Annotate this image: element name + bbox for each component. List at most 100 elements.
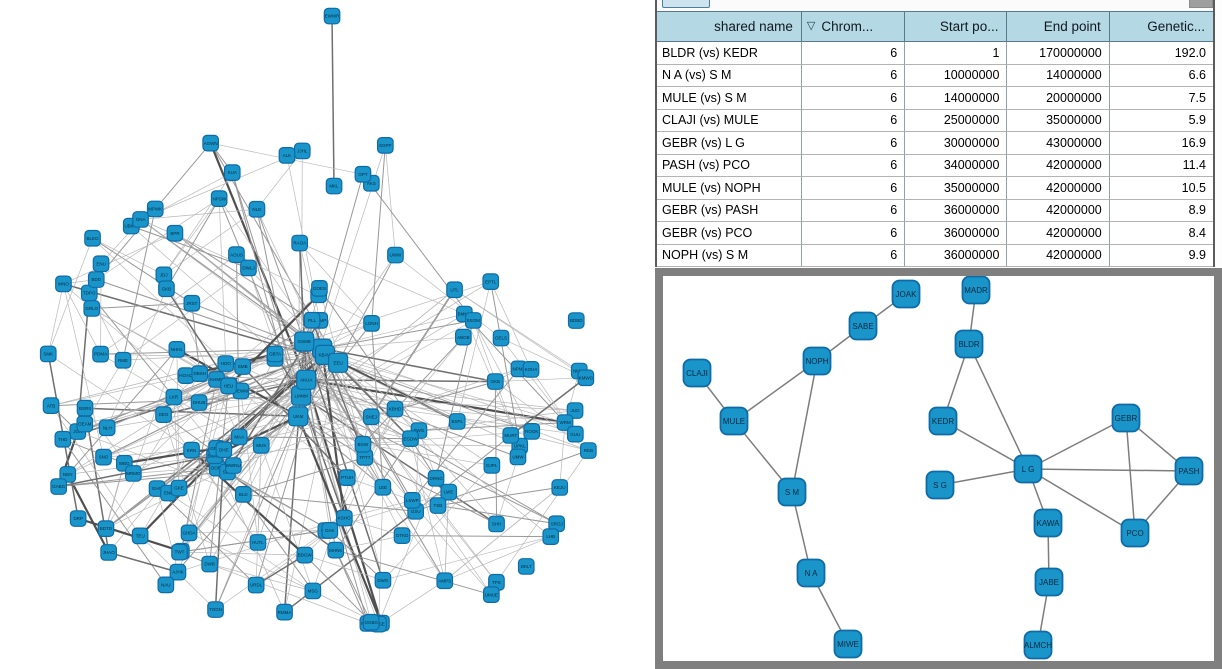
table-cell[interactable]: 6.6 — [1109, 64, 1213, 87]
network-node[interactable]: EPTL — [482, 273, 500, 290]
network-node[interactable]: EWWR — [323, 7, 341, 25]
node-shape[interactable] — [158, 280, 175, 298]
node-shape[interactable] — [296, 369, 317, 390]
network-node[interactable]: DKLT — [517, 558, 535, 575]
table-cell[interactable]: PASH (vs) PCO — [657, 154, 802, 177]
table-row[interactable]: BLDR (vs) KEDR 6 1 170000000 192.0 — [657, 42, 1213, 65]
node-shape[interactable] — [191, 365, 209, 382]
table-cell[interactable]: 170000000 — [1007, 42, 1110, 65]
node-shape[interactable] — [325, 177, 343, 195]
network-node[interactable]: MADR — [961, 276, 991, 305]
node-shape[interactable] — [220, 377, 237, 395]
node-shape[interactable] — [796, 558, 826, 588]
network-node[interactable]: LMNM — [291, 385, 312, 406]
network-node[interactable]: DWB — [201, 555, 218, 573]
network-node[interactable]: KOHA — [522, 361, 540, 378]
table-cell[interactable]: 43000000 — [1007, 132, 1110, 155]
network-edge[interactable] — [733, 360, 818, 422]
network-node[interactable]: CLAJI — [682, 358, 712, 388]
network-node[interactable]: GSMB — [294, 331, 315, 352]
network-node[interactable]: LSWP — [403, 492, 421, 509]
node-shape[interactable] — [169, 563, 187, 581]
table-cell[interactable]: 36000000 — [905, 199, 1008, 222]
node-shape[interactable] — [1023, 630, 1053, 660]
network-node[interactable]: UMW — [509, 448, 527, 466]
node-shape[interactable] — [114, 351, 132, 369]
network-node[interactable]: MSG — [304, 582, 322, 600]
network-node[interactable]: EEU — [328, 352, 349, 373]
table-row[interactable]: N A (vs) S M 6 10000000 14000000 6.6 — [657, 64, 1213, 87]
node-shape[interactable] — [97, 520, 115, 538]
node-shape[interactable] — [217, 355, 235, 372]
network-node[interactable]: KSHO — [336, 509, 353, 527]
large-network-canvas[interactable]: EWWRMKLDKLTLWEOBUDJPLAPEENUTPSROEKHMKMHN… — [0, 0, 655, 669]
node-shape[interactable] — [92, 345, 109, 363]
network-node[interactable]: DHE — [215, 441, 233, 459]
network-node[interactable]: AMPS — [436, 572, 454, 590]
network-node[interactable]: OGBG — [362, 613, 380, 631]
network-node[interactable]: UKM — [288, 406, 309, 427]
node-shape[interactable] — [336, 509, 353, 527]
node-shape[interactable] — [542, 528, 560, 546]
node-shape[interactable] — [566, 425, 584, 443]
network-node[interactable]: OBTA — [266, 345, 284, 363]
node-shape[interactable] — [517, 558, 535, 575]
table-cell[interactable]: 8.4 — [1109, 222, 1213, 245]
node-shape[interactable] — [234, 358, 251, 375]
node-shape[interactable] — [180, 524, 198, 542]
network-node[interactable]: PDMA — [92, 345, 109, 363]
node-shape[interactable] — [374, 478, 392, 496]
network-node[interactable]: TEU — [131, 527, 149, 545]
network-node[interactable]: GRLO — [83, 300, 101, 317]
network-node[interactable]: KUA — [223, 164, 241, 181]
network-node[interactable]: PLL — [303, 311, 321, 329]
network-node[interactable]: GABG — [50, 478, 68, 495]
table-cell[interactable]: BLDR (vs) KEDR — [657, 42, 802, 65]
table-cell[interactable]: 10000000 — [905, 64, 1008, 87]
network-node[interactable]: BLEO — [84, 229, 101, 247]
node-shape[interactable] — [802, 346, 832, 376]
table-cell[interactable]: 1 — [905, 42, 1008, 65]
network-node[interactable]: DWLJ — [240, 259, 257, 277]
network-node[interactable]: MIWE — [833, 629, 863, 659]
table-cell[interactable]: 25000000 — [905, 109, 1008, 132]
table-cell[interactable]: 6 — [801, 154, 906, 177]
node-shape[interactable] — [551, 479, 569, 496]
table-cell[interactable]: 9.9 — [1109, 244, 1213, 267]
network-node[interactable]: OEAM — [76, 415, 94, 433]
network-edge[interactable] — [1027, 468, 1136, 534]
node-shape[interactable] — [155, 406, 172, 423]
network-edge[interactable] — [968, 343, 1029, 470]
network-node[interactable]: LHB — [542, 528, 560, 546]
table-cell[interactable]: N A (vs) S M — [657, 64, 802, 87]
network-node[interactable]: AOUS — [228, 246, 245, 263]
table-cell[interactable]: GEBR (vs) PCO — [657, 222, 802, 245]
node-shape[interactable] — [166, 224, 184, 242]
network-node[interactable]: AGWN — [202, 134, 219, 152]
network-node[interactable]: ENU — [92, 255, 110, 273]
network-node[interactable]: MURT — [502, 427, 520, 444]
table-cell[interactable]: 192.0 — [1109, 42, 1213, 65]
node-shape[interactable] — [354, 435, 372, 453]
table-cell[interactable]: 16.9 — [1109, 132, 1213, 155]
network-node[interactable]: PCO — [1120, 518, 1150, 548]
node-shape[interactable] — [132, 211, 149, 228]
network-node[interactable]: WNO — [55, 275, 72, 293]
node-shape[interactable] — [377, 137, 394, 154]
network-node[interactable]: L G — [1013, 454, 1043, 484]
network-node[interactable]: ABOB — [455, 328, 472, 346]
network-node[interactable]: ALMCH — [1023, 630, 1053, 660]
network-node[interactable]: ALK — [278, 147, 296, 164]
network-node[interactable]: BDGW — [296, 546, 314, 564]
network-node[interactable]: DEG — [155, 406, 172, 423]
network-node[interactable]: PTUH — [338, 469, 356, 486]
table-cell[interactable]: 6 — [801, 109, 906, 132]
node-shape[interactable] — [928, 406, 958, 436]
node-shape[interactable] — [777, 477, 807, 507]
node-shape[interactable] — [59, 466, 77, 483]
network-node[interactable]: NAU — [157, 576, 175, 594]
node-shape[interactable] — [719, 406, 749, 436]
network-node[interactable]: MKL — [325, 177, 343, 195]
node-shape[interactable] — [223, 164, 241, 181]
node-shape[interactable] — [323, 7, 341, 25]
